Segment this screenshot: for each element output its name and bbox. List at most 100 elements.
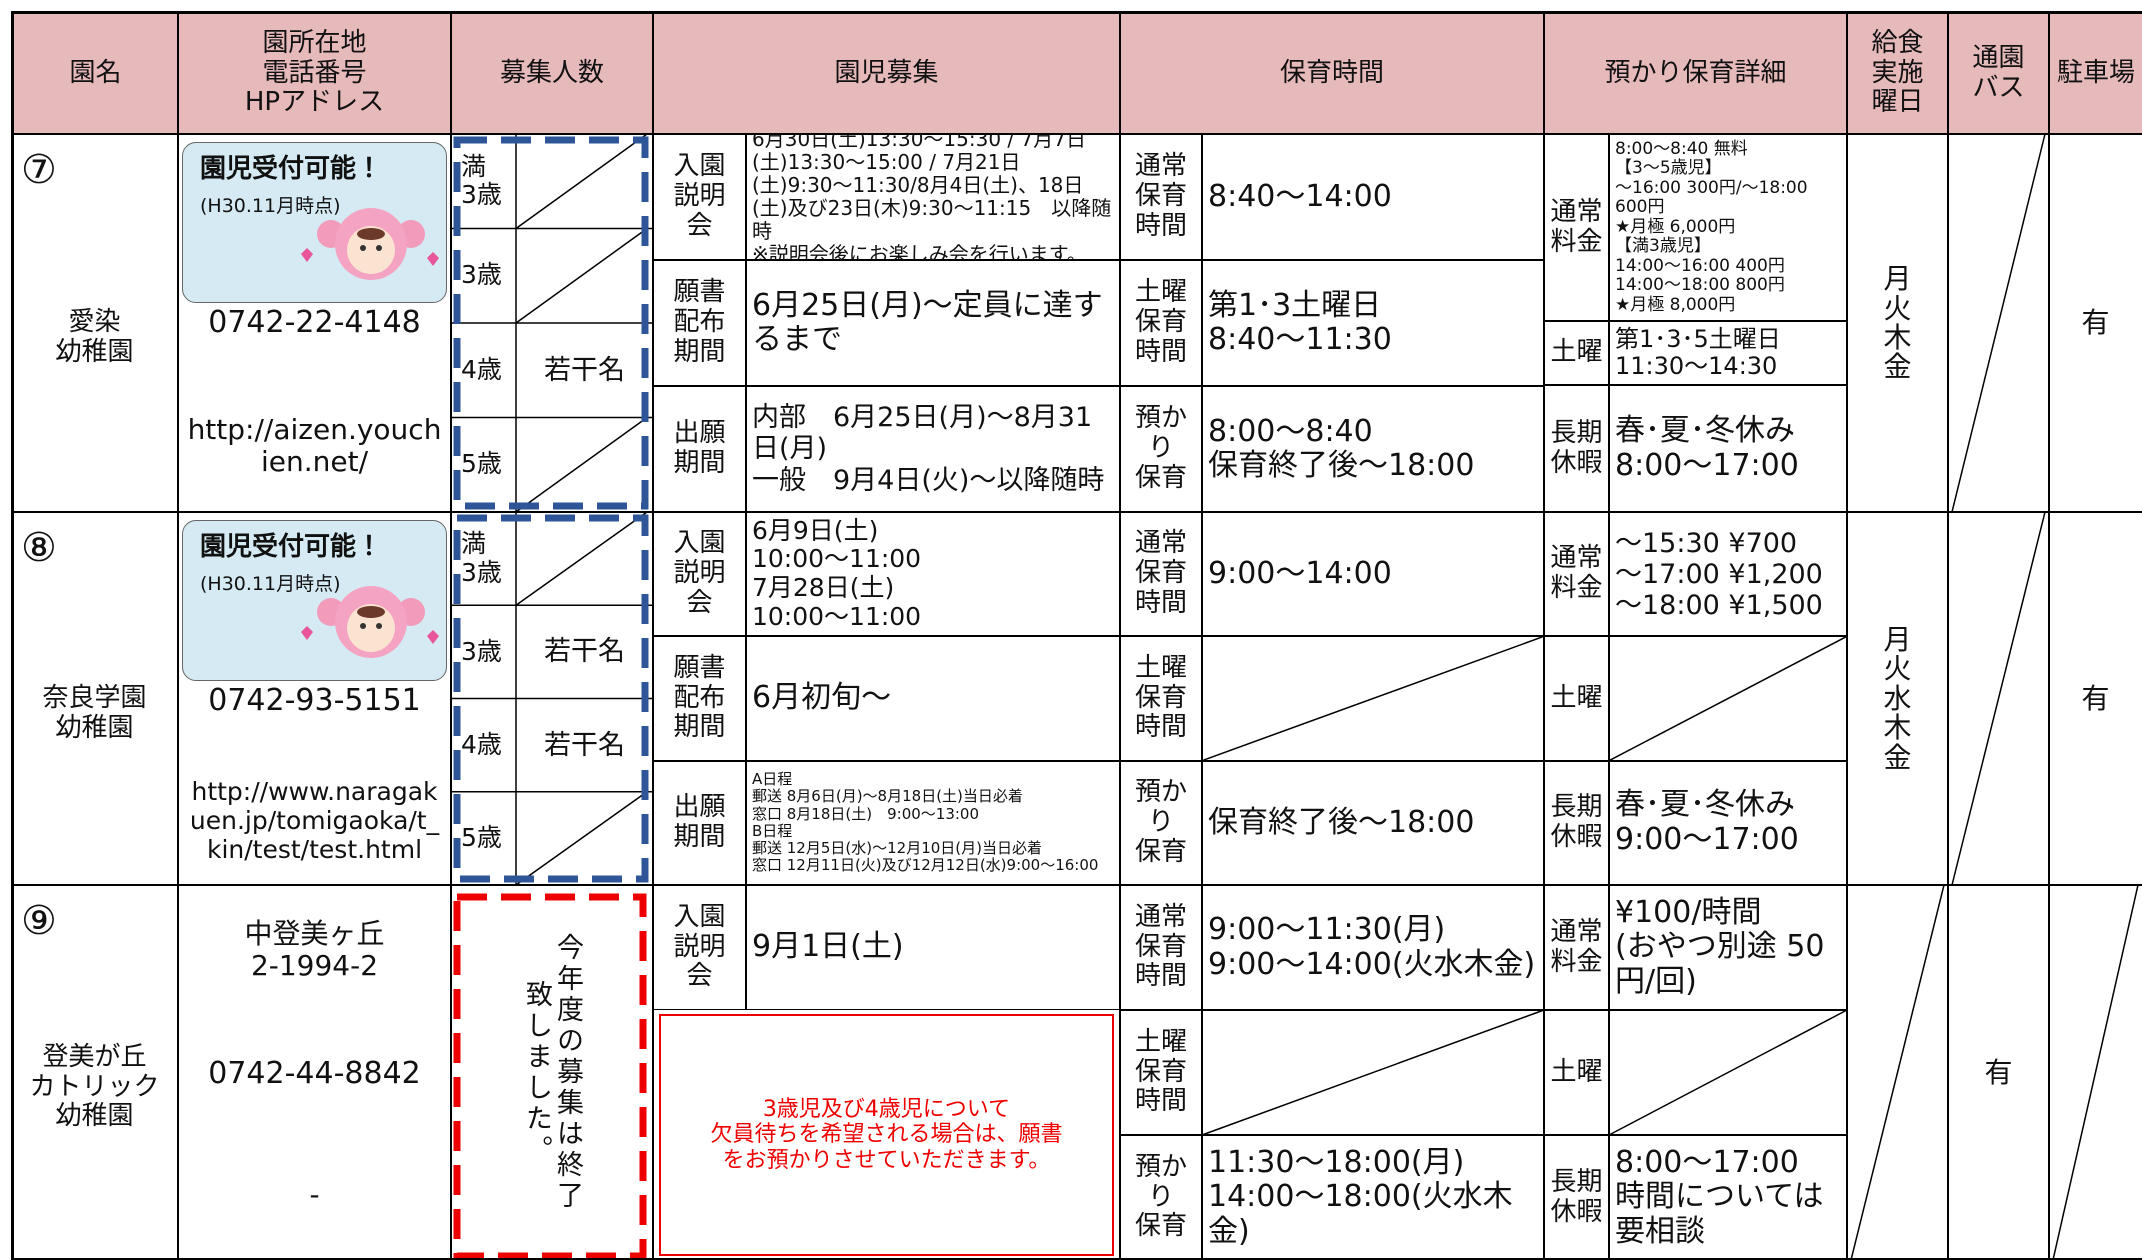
lunch: 月 火 木 金: [1883, 262, 1912, 384]
cell: [1847, 134, 1948, 512]
recruitment-text: 内部 6月25日(月)〜8月31日(月) 一般 9月4日(火)〜以降随時: [752, 402, 1105, 496]
recruitment-text: 9月1日(土): [752, 929, 904, 965]
details-label: 土曜: [1550, 337, 1603, 368]
recruitment-label-cell: [653, 760, 746, 885]
details-label: 長期 休暇: [1550, 417, 1603, 478]
hours-label-cell: [1120, 260, 1202, 386]
details-label-cell: [1544, 636, 1609, 761]
recruitment-text: 6月30日(土)13:30〜15:30 / 7月7日(土)13:30〜15:00…: [752, 134, 1112, 260]
hours-text: 第1･3土曜日 8:40〜11:30: [1208, 287, 1392, 357]
details-label-cell: [1544, 760, 1609, 885]
cell: [2049, 134, 2142, 512]
hours-text: 保育終了後〜18:00: [1208, 804, 1475, 840]
details-label: 通常 料金: [1550, 196, 1603, 257]
hours-label: 土曜 保育 時間: [1134, 277, 1187, 367]
hours-label-cell: [1120, 512, 1202, 637]
bus: 有: [1984, 1055, 2013, 1089]
details-text: 春･夏･冬休み 8:00〜17:00: [1615, 413, 1799, 483]
parking: 有: [2081, 681, 2110, 715]
recruitment-label: 入園 説明 会: [673, 528, 726, 619]
cell: [178, 512, 451, 885]
hours-label-cell: [1120, 1010, 1202, 1135]
cell: [1948, 512, 2049, 885]
header-cell: 保育時間: [1120, 11, 1544, 134]
recruitment-label-cell: [653, 636, 746, 761]
header-cell: 給食 実施 曜日: [1847, 11, 1948, 134]
details-label-cell: [1544, 134, 1609, 322]
capacity-count: 若干名: [544, 729, 625, 761]
details-label-cell: [1544, 385, 1609, 512]
header-cell: 通園 バス: [1948, 11, 2049, 134]
details-label: 通常 料金: [1550, 916, 1603, 977]
kindergarten-number: ⑧: [21, 525, 57, 571]
details-text: 8:00〜17:00 時間については要相談: [1615, 1144, 1824, 1249]
address: 中登美ヶ丘 2-1994-2: [244, 916, 385, 982]
hours-cell: [1202, 134, 1544, 260]
details-label: 長期 休暇: [1550, 791, 1603, 852]
recruitment-label: 願書 配布 期間: [673, 652, 726, 743]
recruitment-label: 入園 説明 会: [673, 151, 726, 241]
recruitment-label-cell: [653, 260, 746, 386]
details-label: 長期 休暇: [1550, 1166, 1603, 1227]
capacity-age: 5歳: [461, 449, 502, 479]
hours-text: 11:30〜18:00(月) 14:00〜18:00(火水木金): [1208, 1144, 1513, 1249]
status-title: 園児受付可能！: [200, 532, 383, 563]
recruitment-cell: [746, 386, 1120, 512]
recruitment-label: 出願 期間: [673, 418, 726, 478]
recruitment-label: 入園 説明 会: [673, 901, 726, 992]
hours-label: 預か り 保育: [1134, 1151, 1187, 1242]
cell: [11, 512, 178, 885]
capacity-count: 若干名: [544, 354, 625, 386]
status-note: (H30.11月時点): [200, 195, 341, 218]
details-label: 通常 料金: [1550, 543, 1603, 604]
hours-label: 土曜 保育 時間: [1134, 652, 1187, 743]
cell: [178, 134, 451, 512]
details-text: 〜15:30 ¥700 〜17:00 ¥1,200 〜18:00 ¥1,500: [1615, 527, 1823, 621]
details-cell: [1609, 636, 1847, 761]
hours-cell: [1202, 636, 1544, 761]
details-label-cell: [1544, 321, 1609, 386]
recruitment-label-cell: [653, 885, 746, 1010]
cell: [2049, 885, 2142, 1260]
details-label-cell: [1544, 1010, 1609, 1135]
recruitment-text: 6月初旬〜: [752, 680, 892, 716]
header-cell: 園所在地 電話番号 HPアドレス: [178, 11, 451, 134]
hours-label: 預か り 保育: [1134, 403, 1187, 493]
capacity-age: 満 3歳: [461, 151, 502, 210]
hours-cell: [1202, 386, 1544, 512]
kindergarten-name: 奈良学園 幼稚園: [42, 682, 147, 743]
recruitment-cell: [746, 636, 1120, 761]
closed-notice: 今年度の募集は終了致しました。: [521, 933, 584, 1212]
status-note: (H30.11月時点): [200, 573, 341, 596]
phone: 0742-22-4148: [208, 304, 421, 340]
details-text: 春･夏･冬休み 9:00〜17:00: [1615, 787, 1799, 857]
hours-label-cell: [1120, 885, 1202, 1010]
cell: [2049, 512, 2142, 885]
header-cell: 園名: [11, 11, 178, 134]
details-label-cell: [1544, 885, 1609, 1010]
details-text: 第1･3･5土曜日 11:30〜14:30: [1615, 324, 1781, 381]
recruitment-label: 願書 配布 期間: [673, 277, 726, 367]
capacity-age: 4歳: [461, 729, 502, 759]
details-cell: [1609, 385, 1847, 512]
cell: [11, 134, 178, 512]
capacity-age: 5歳: [461, 823, 502, 852]
recruitment-text: 6月9日(土) 10:00〜11:00 7月28日(土) 10:00〜11:00: [752, 515, 922, 631]
status-title: 園児受付可能！: [200, 154, 383, 185]
parking: 有: [2081, 306, 2110, 340]
recruitment-cell: [746, 260, 1120, 386]
kindergarten-number: ⑨: [21, 898, 57, 944]
hours-text: 9:00〜14:00: [1208, 555, 1392, 591]
recruitment-text: 6月25日(月)〜定員に達するまで: [752, 287, 1103, 357]
hours-label-cell: [1120, 636, 1202, 761]
details-label: 土曜: [1550, 682, 1603, 713]
notice-box: 3歳児及び4歳児について 欠員待ちを希望される場合は、願書 をお預かりさせていた…: [659, 1014, 1114, 1256]
details-text: 8:00〜8:40 無料 【3〜5歳児】 〜16:00 300円/〜18:00 …: [1615, 138, 1808, 315]
hours-label: 通常 保育 時間: [1134, 528, 1187, 619]
kindergarten-name: 愛染 幼稚園: [55, 307, 134, 367]
cell: [1847, 885, 1948, 1260]
details-cell: [1609, 321, 1847, 386]
cell: [1847, 512, 1948, 885]
recruitment-label-cell: [653, 386, 746, 512]
